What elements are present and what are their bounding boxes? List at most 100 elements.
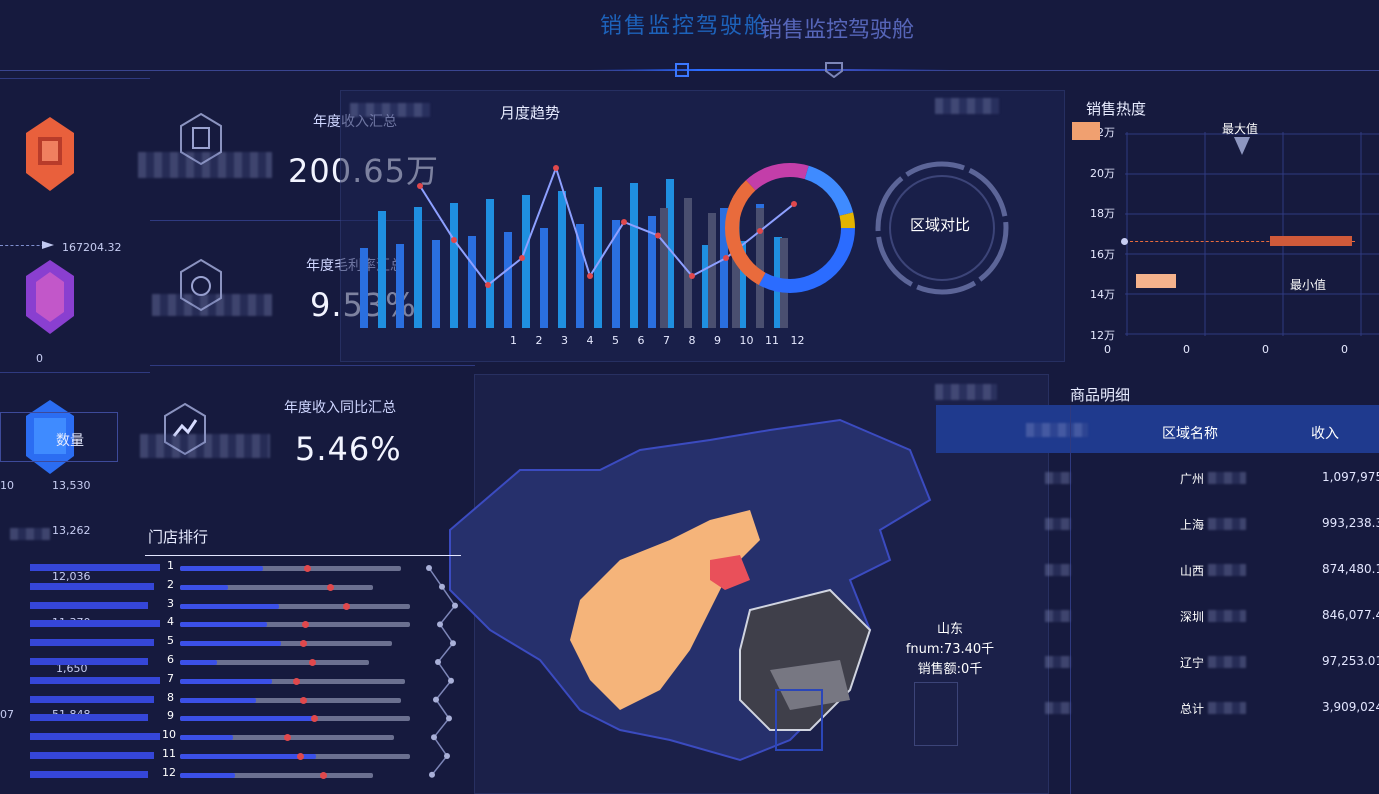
masked-cell	[1045, 656, 1071, 668]
rank-track	[180, 772, 374, 778]
rank-number: 2	[167, 577, 174, 591]
rank-row[interactable]: 1	[162, 559, 462, 576]
arrow-dashed-line	[0, 245, 50, 246]
left-top-divider	[0, 78, 150, 79]
month-label: 12	[790, 334, 805, 347]
left-bar	[30, 582, 154, 590]
trend-point	[757, 228, 763, 234]
rank-row[interactable]: 12	[162, 766, 462, 783]
region-compare-label: 区域对比	[910, 216, 971, 234]
rank-number: 5	[167, 634, 174, 648]
china-map	[449, 418, 932, 762]
map-inset-box	[914, 682, 958, 746]
rank-fill	[180, 678, 272, 684]
rank-fill	[180, 584, 229, 590]
margin-hex-icon	[180, 258, 222, 312]
trend-point	[621, 219, 627, 225]
table-cell-region: 广州	[1180, 472, 1205, 486]
arrow-right-icon	[42, 241, 54, 249]
month-label: 7	[663, 334, 670, 347]
trend-bar-grey	[684, 198, 692, 328]
heat-x-tick: 0	[1183, 343, 1190, 356]
left-value-3: 12,036	[52, 570, 91, 583]
revenue-hex-icon	[180, 112, 222, 166]
trend-bar	[576, 224, 584, 328]
trend-bar	[558, 191, 566, 328]
rank-track	[180, 603, 410, 609]
column-region[interactable]: 区域名称	[1162, 426, 1218, 442]
trend-bar	[486, 199, 494, 328]
max-pin-icon	[1234, 137, 1250, 155]
rank-number: 6	[167, 653, 174, 666]
rank-row[interactable]: 3	[162, 597, 462, 614]
rank-fill	[180, 735, 233, 741]
left-bar	[30, 770, 148, 778]
rank-row[interactable]: 10	[162, 728, 462, 745]
month-label: 10	[739, 334, 754, 347]
kpi-divider-1	[150, 220, 445, 221]
product-table-header: 区域名称 收入	[936, 405, 1379, 453]
arrow-value: 167204.32	[62, 241, 122, 254]
donut-chart	[725, 163, 855, 293]
rank-row[interactable]: 9	[162, 709, 462, 726]
rank-number: 8	[167, 690, 174, 704]
masked-cell	[1208, 702, 1246, 714]
rank-row[interactable]: 5	[162, 634, 462, 651]
trend-bar	[702, 245, 710, 328]
header-decoration	[590, 62, 950, 78]
trend-point	[519, 255, 525, 261]
rank-dot	[299, 640, 307, 648]
trend-bar	[612, 220, 620, 328]
table-cell-revenue: 3,909,024	[1322, 700, 1379, 714]
dashboard-title-suffix: 销售监控驾驶舱	[760, 18, 915, 43]
trend-bar-grey	[756, 208, 764, 328]
rank-number: 11	[162, 747, 176, 760]
left-value-5: 1,650	[56, 662, 88, 675]
trend-bar	[378, 211, 386, 328]
rank-fill	[180, 754, 316, 759]
month-label: 1	[510, 334, 517, 347]
trend-bar	[738, 241, 746, 328]
rank-number: 10	[162, 728, 176, 742]
rank-side-point	[450, 640, 456, 647]
rank-side-point	[431, 734, 437, 741]
rank-fill	[180, 566, 263, 571]
masked-cell	[1208, 610, 1246, 622]
kpi-yoy-value: 5.46%	[295, 430, 402, 468]
rank-row[interactable]: 11	[162, 747, 462, 764]
rank-side-point	[448, 677, 454, 684]
masked-cell	[1208, 518, 1246, 530]
min-label: 最小值	[1290, 278, 1327, 292]
month-label: 2	[535, 334, 543, 347]
table-cell-revenue: 993,238.31	[1322, 516, 1379, 530]
trend-bar	[504, 232, 512, 328]
table-cell-region: 山西	[1180, 564, 1205, 578]
rank-row[interactable]: 8	[162, 691, 462, 708]
rank-dot	[297, 753, 305, 760]
max-label: 最大值	[1222, 122, 1259, 136]
month-label: 8	[688, 334, 696, 347]
trend-point	[791, 201, 797, 207]
masked-cell	[1045, 472, 1071, 484]
rank-number: 12	[162, 765, 176, 779]
masked-cell	[1208, 564, 1246, 576]
rank-row[interactable]: 6	[162, 653, 462, 670]
rank-row[interactable]: 7	[162, 672, 462, 689]
trend-bar	[648, 216, 656, 328]
trend-bar	[360, 248, 368, 328]
rank-side-point	[452, 602, 458, 609]
trend-point	[417, 183, 423, 189]
zero-label: 0	[36, 352, 43, 365]
rank-dot	[308, 659, 316, 666]
heat-x-tick: 0	[1262, 343, 1269, 356]
heat-y-tick: 20万	[1090, 166, 1115, 180]
column-revenue[interactable]: 收入	[1311, 426, 1339, 442]
tooltip-region: 山东	[936, 622, 963, 637]
rank-row[interactable]: 4	[162, 615, 462, 632]
rank-row[interactable]: 2	[162, 578, 462, 595]
heat-y-tick: 12万	[1090, 328, 1115, 342]
monthly-trend-chart	[360, 164, 797, 328]
left-bar	[30, 639, 154, 647]
left-bar	[30, 752, 154, 759]
masked-cell	[1208, 472, 1246, 484]
